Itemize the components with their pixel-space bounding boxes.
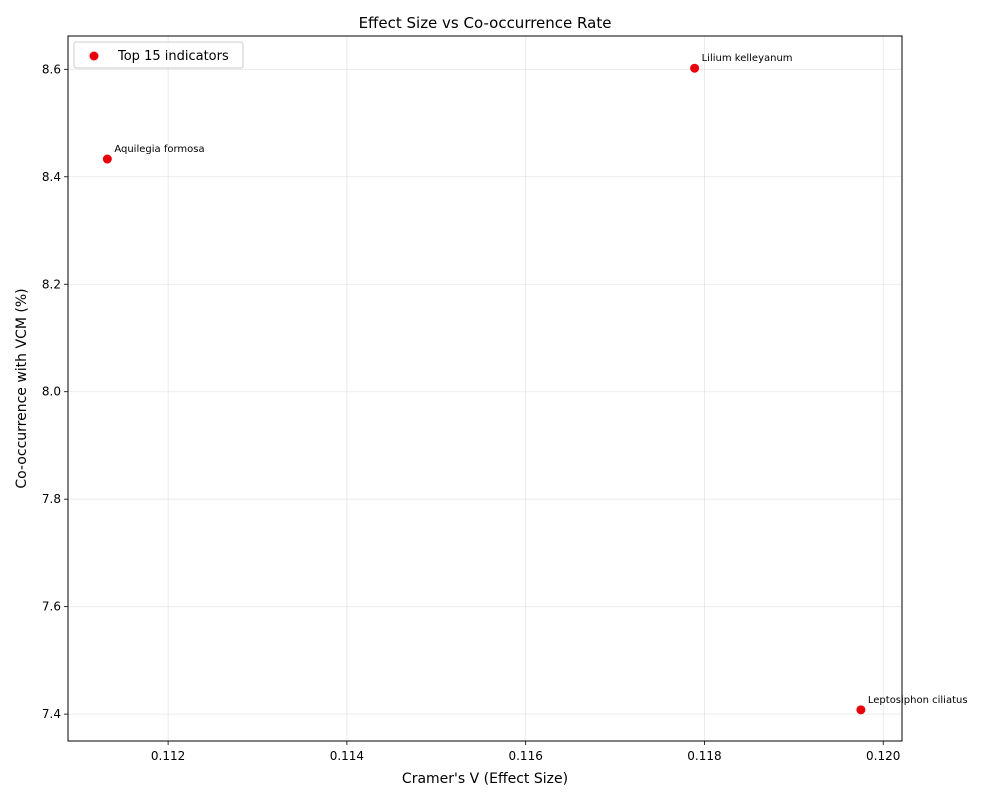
- y-tick-label: 7.6: [42, 600, 61, 614]
- y-tick-label: 8.4: [42, 170, 61, 184]
- x-tick-label: 0.116: [508, 749, 542, 763]
- y-tick-label: 8.0: [42, 385, 61, 399]
- data-point[interactable]: [856, 705, 866, 715]
- y-axis-title: Co-occurrence with VCM (%): [14, 288, 30, 488]
- x-axis-title: Cramer's V (Effect Size): [402, 771, 568, 787]
- x-tick-label: 0.120: [866, 749, 900, 763]
- points-layer: Aquilegia formosa Lilium kelleyanum Leptos…: [102, 53, 968, 715]
- grid-layer: [68, 36, 902, 741]
- y-tick-label: 8.2: [42, 277, 61, 291]
- data-point[interactable]: [102, 154, 112, 164]
- legend-label: Top 15 indicators: [117, 49, 229, 64]
- x-tick-label: 0.118: [687, 749, 721, 763]
- ticks-layer: 0.112 0.114 0.116 0.118 0.120 7.4 7.6 7.8 8.0 8.2…: [42, 62, 901, 763]
- data-point-label: Leptosiphon ciliatus: [868, 695, 968, 706]
- legend-marker: [89, 51, 99, 61]
- chart-title: Effect Size vs Co-occurrence Rate: [359, 14, 612, 32]
- data-point-label: Lilium kelleyanum: [702, 53, 793, 64]
- data-point[interactable]: [690, 63, 700, 73]
- x-tick-label: 0.114: [330, 749, 364, 763]
- y-tick-label: 7.8: [42, 492, 61, 506]
- y-tick-label: 8.6: [42, 62, 61, 76]
- legend-box: [73, 41, 244, 69]
- legend: Top 15 indicators: [73, 41, 244, 69]
- y-tick-label: 7.4: [42, 707, 61, 721]
- x-tick-label: 0.112: [151, 749, 185, 763]
- plot-frame: [67, 35, 903, 742]
- data-point-label: Aquilegia formosa: [114, 144, 204, 155]
